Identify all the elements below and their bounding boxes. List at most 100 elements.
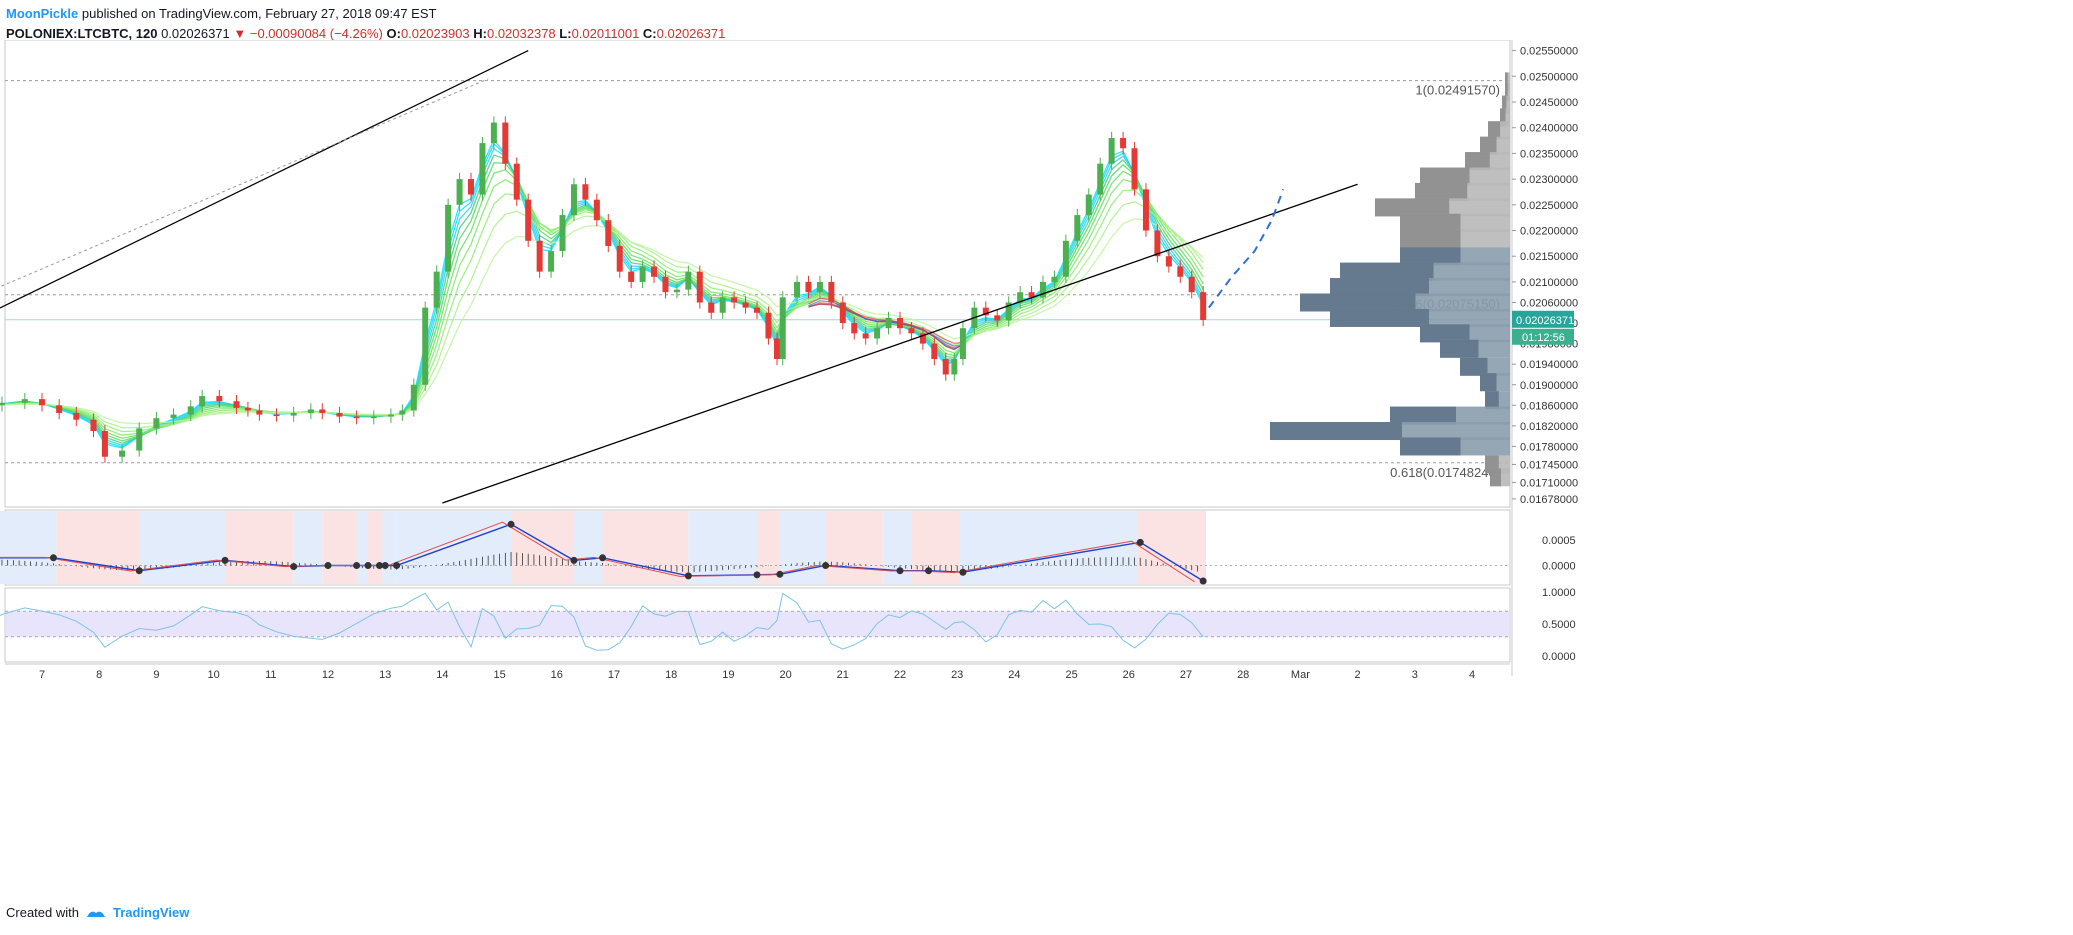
rsi-axis-label: 0.5000 <box>1542 619 1576 631</box>
candle-body <box>982 307 989 316</box>
candle-body <box>673 289 680 293</box>
candle-body <box>256 410 263 415</box>
volume-profile-bar-inner <box>1440 339 1479 358</box>
candle-body <box>628 271 635 282</box>
symbol-label[interactable]: POLONIEX:LTCBTC, 120 <box>6 26 158 41</box>
open-value: 0.02023903 <box>400 26 470 41</box>
candle-body <box>1028 292 1035 298</box>
low-label: L: <box>559 26 572 41</box>
time-axis-label: 8 <box>96 669 102 681</box>
volume-profile-bar-inner <box>1490 468 1501 487</box>
oscillator-cross-dot <box>1199 577 1207 585</box>
candle-body <box>336 413 343 417</box>
tradingview-link[interactable]: TradingView <box>112 905 190 920</box>
oscillator-zone <box>368 511 383 584</box>
oscillator-zone <box>382 511 397 584</box>
volume-profile-bar-inner <box>1400 247 1461 266</box>
candle-body <box>994 315 1001 321</box>
candle-body <box>708 302 715 313</box>
price-axis-label: 0.02350000 <box>1520 148 1578 160</box>
published-info: published on TradingView.com, February 2… <box>81 6 437 21</box>
candle-body <box>931 343 938 360</box>
candle-body <box>536 240 543 272</box>
time-axis-label: 11 <box>265 669 276 681</box>
candle-body <box>1005 302 1012 321</box>
oscillator-cross-dot <box>822 562 830 570</box>
time-axis-label: 27 <box>1180 669 1192 681</box>
price-chart[interactable]: 1(0.02491570)0.786(0.02075150)0.618(0.01… <box>0 40 2073 900</box>
candle-body <box>502 122 509 164</box>
volume-profile-bar-inner <box>1330 308 1429 327</box>
candle-body <box>616 245 623 272</box>
oscillator-cross-dot <box>1136 538 1144 546</box>
volume-profile-bar-inner <box>1480 373 1497 392</box>
candle-body <box>136 428 143 451</box>
oscillator-axis-label: 0.0000 <box>1542 561 1576 573</box>
oscillator-cross-dot <box>290 563 298 571</box>
candle-body <box>593 199 600 221</box>
volume-profile-bar-inner <box>1340 262 1434 281</box>
candle-body <box>794 281 801 298</box>
candle-body <box>1142 189 1149 231</box>
rsi-axis-label: 0.0000 <box>1542 651 1576 663</box>
candle-body <box>908 328 915 334</box>
oscillator-zone <box>688 511 757 584</box>
oscillator-cross-dot <box>381 562 389 570</box>
price-axis-label: 0.02450000 <box>1520 97 1578 109</box>
oscillator-zone <box>0 511 57 584</box>
candle-body <box>862 333 869 339</box>
price-axis-label: 0.02200000 <box>1520 226 1578 238</box>
candle-body <box>387 414 394 417</box>
candle-body <box>885 317 892 329</box>
time-axis-label: 12 <box>322 669 334 681</box>
candle-body <box>216 396 223 402</box>
volume-profile-bar-inner <box>1420 167 1470 186</box>
open-label: O: <box>386 26 401 41</box>
candle-body <box>290 413 297 416</box>
time-axis-label: 26 <box>1123 669 1135 681</box>
chart-header: MoonPickle published on TradingView.com,… <box>6 4 725 44</box>
candle-body <box>1200 292 1207 320</box>
candle-body <box>559 215 566 252</box>
volume-profile-bar-inner <box>1390 406 1456 425</box>
price-axis-label: 0.02550000 <box>1520 46 1578 58</box>
candle-body <box>56 405 63 414</box>
candle-body <box>119 450 126 457</box>
candle-body <box>1062 240 1069 277</box>
oscillator-zone <box>322 511 357 584</box>
volume-profile-bar-inner <box>1485 391 1499 410</box>
candle-body <box>765 312 772 339</box>
oscillator-cross-dot <box>375 562 383 570</box>
candle-body <box>951 359 958 375</box>
oscillator-zone <box>225 511 294 584</box>
volume-profile-bar-inner <box>1400 437 1461 456</box>
price-axis-label: 0.02500000 <box>1520 71 1578 83</box>
candle-body <box>1188 276 1195 293</box>
candle-body <box>233 401 240 408</box>
time-axis-label: 15 <box>493 669 505 681</box>
candle-body <box>731 297 738 303</box>
candle-body <box>779 297 786 360</box>
price-axis-label: 0.01940000 <box>1520 359 1578 371</box>
oscillator-zone <box>573 511 603 584</box>
price-axis-label: 0.02060000 <box>1520 297 1578 309</box>
candle-body <box>1120 137 1127 149</box>
price-axis-label: 0.02400000 <box>1520 123 1578 135</box>
oscillator-zone <box>911 511 961 584</box>
candle-body <box>1097 163 1104 195</box>
candle-body <box>1074 215 1081 241</box>
time-axis-label: 28 <box>1237 669 1249 681</box>
candle-body <box>90 419 97 432</box>
time-axis-label: 18 <box>665 669 677 681</box>
rsi-line <box>0 592 1204 651</box>
volume-profile-bar-inner <box>1500 108 1506 127</box>
candle-body <box>21 399 28 403</box>
author-link[interactable]: MoonPickle <box>6 6 79 21</box>
oscillator-cross-dot <box>135 567 143 575</box>
candle-body <box>73 413 80 420</box>
volume-profile-bar-inner <box>1488 121 1501 140</box>
price-change: ▼ −0.00090084 (−4.26%) <box>233 26 383 41</box>
candle-body <box>0 402 5 406</box>
candle-body <box>319 409 326 414</box>
volume-profile-bar-inner <box>1420 324 1470 343</box>
